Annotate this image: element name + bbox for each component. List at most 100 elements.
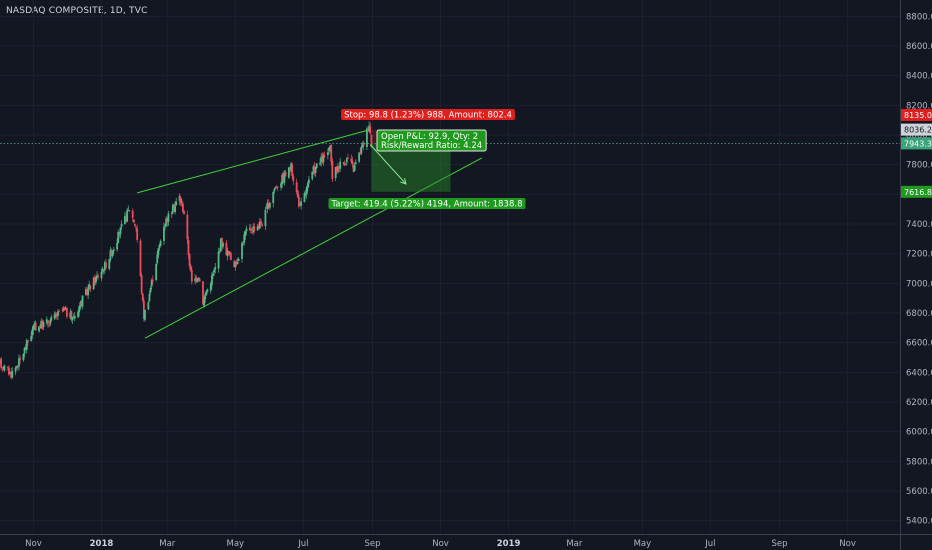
- y-tick-label: 7400.0: [906, 220, 932, 230]
- candle-body: [8, 367, 10, 375]
- candle-body: [244, 231, 247, 236]
- candle-body: [49, 320, 52, 325]
- candle-body: [41, 321, 44, 329]
- candle-body: [296, 190, 299, 198]
- candle-body: [320, 156, 323, 163]
- y-tick-label: 6400.0: [906, 368, 932, 378]
- candle-body: [218, 251, 221, 253]
- candle-body: [95, 276, 97, 283]
- y-tick-label: 5800.0: [906, 457, 932, 467]
- candle-body: [101, 268, 104, 272]
- candle-body: [136, 228, 139, 240]
- arrow-head: [400, 177, 407, 185]
- y-tick-label: 7800.0: [906, 161, 932, 171]
- candle-body: [127, 209, 130, 211]
- candle-body: [359, 151, 362, 155]
- candle-body: [366, 128, 368, 148]
- candle-body: [237, 258, 240, 262]
- projection-arrow: [369, 144, 407, 185]
- candle-body: [105, 262, 107, 269]
- candle-body: [188, 254, 191, 267]
- candle-body: [144, 309, 146, 320]
- x-tick-label: Mar: [159, 539, 176, 549]
- candle-body: [243, 234, 246, 243]
- y-tick-label: 8800.0: [906, 12, 932, 22]
- candle-body: [50, 316, 53, 321]
- candle-body: [225, 242, 228, 255]
- candle-body: [38, 326, 40, 332]
- candle-body: [308, 179, 310, 184]
- candle-body: [196, 279, 199, 282]
- candle-body: [157, 248, 160, 256]
- candle-body: [183, 211, 185, 214]
- stop-label: Stop: 98.8 (1.23%) 988, Amount: 802.4: [341, 109, 515, 121]
- candle-body: [155, 263, 158, 280]
- candle-body: [304, 193, 307, 195]
- candle-body: [282, 173, 285, 182]
- x-tick-label: Sep: [772, 539, 788, 549]
- candle-body: [319, 162, 321, 165]
- candle-body: [264, 209, 267, 227]
- x-tick-label: May: [227, 539, 245, 549]
- candle-body: [368, 125, 371, 131]
- candle-body: [120, 223, 123, 227]
- candle-body: [32, 325, 35, 331]
- candle-body: [342, 162, 345, 164]
- candle-body: [141, 293, 144, 301]
- y-tick-label: 6000.0: [906, 428, 932, 438]
- price-tag-stop-bg: [901, 108, 932, 121]
- candle-body: [312, 166, 315, 171]
- candle-body: [267, 203, 270, 207]
- candle-body: [156, 254, 159, 263]
- candle-body: [195, 277, 198, 282]
- candle-body: [344, 163, 347, 165]
- candle-body: [203, 297, 205, 306]
- y-tick-label: 8000.0: [906, 131, 932, 141]
- candle-body: [235, 262, 238, 264]
- target-label: Target: 419.4 (5.22%) 4194, Amount: 1838…: [328, 198, 526, 210]
- chart-title: NASDAQ COMPOSITE, 1D, TVC: [6, 6, 148, 16]
- candle-body: [42, 322, 45, 327]
- candle-body: [297, 196, 300, 207]
- candle-body: [111, 251, 114, 257]
- candle-body: [93, 278, 96, 284]
- candle-body: [117, 232, 120, 244]
- candle-body: [140, 275, 143, 294]
- candle-body: [326, 152, 329, 156]
- candle-body: [158, 244, 161, 249]
- candle-body: [165, 218, 168, 226]
- candle-body: [25, 340, 28, 350]
- price-tag-current-bg: [901, 137, 932, 150]
- candle-body: [64, 308, 67, 310]
- y-tick-label: 6200.0: [906, 398, 932, 408]
- candle-body: [6, 366, 9, 368]
- candle-body: [337, 166, 339, 172]
- candle-body: [248, 228, 251, 230]
- candle-body: [34, 322, 37, 331]
- candle-body: [0, 358, 3, 368]
- candle-body: [179, 197, 182, 203]
- candle-body: [159, 240, 162, 247]
- candle-body: [275, 187, 278, 189]
- candle-body: [369, 126, 372, 134]
- candle-body: [47, 320, 49, 325]
- candle-body: [61, 309, 64, 311]
- candle-body: [261, 224, 263, 226]
- price-tag-target-bg: [901, 185, 932, 198]
- candle-body: [209, 284, 212, 291]
- candle-body: [242, 243, 245, 245]
- candle-body: [19, 357, 21, 360]
- candle-body: [151, 279, 154, 282]
- candle-body: [234, 261, 237, 267]
- candle-body: [164, 224, 166, 227]
- candle-body: [33, 323, 36, 327]
- candle-body: [97, 275, 100, 277]
- price-tag-high: 8036.2: [904, 126, 932, 135]
- candle-body: [250, 228, 252, 232]
- candle-body: [343, 163, 346, 166]
- candle-body: [124, 216, 126, 224]
- candle-body: [281, 174, 284, 185]
- candle-body: [328, 147, 330, 151]
- candle-body: [2, 368, 5, 370]
